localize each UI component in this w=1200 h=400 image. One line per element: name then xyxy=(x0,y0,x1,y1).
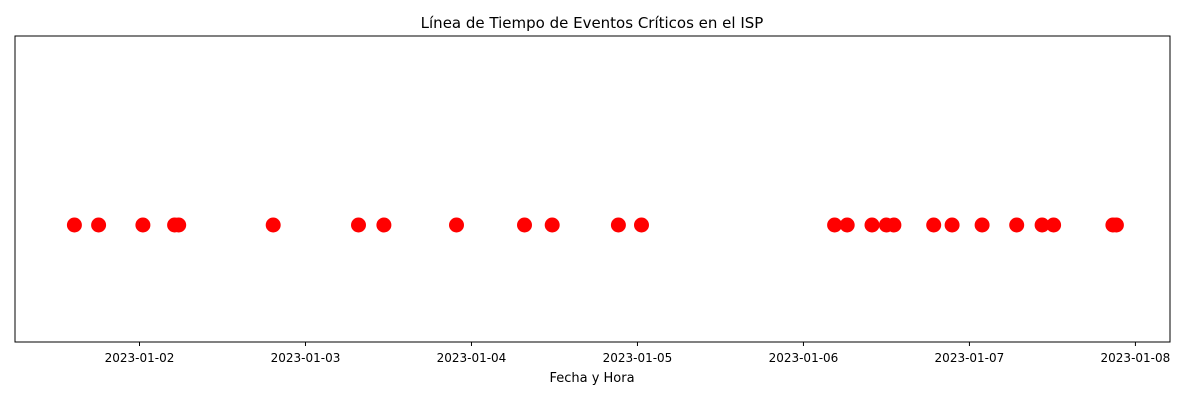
x-tick-label: 2023-01-06 xyxy=(769,351,839,365)
event-point xyxy=(926,217,942,233)
event-point xyxy=(839,217,855,233)
x-tick-label: 2023-01-05 xyxy=(603,351,673,365)
event-point xyxy=(171,217,187,233)
event-point xyxy=(634,217,649,233)
plot-frame xyxy=(14,35,1171,343)
x-tick-label: 2023-01-07 xyxy=(935,351,1005,365)
event-point xyxy=(376,217,392,233)
event-point xyxy=(66,217,82,233)
event-point xyxy=(135,217,151,233)
x-tick-label: 2023-01-03 xyxy=(271,351,341,365)
x-tick-label: 2023-01-08 xyxy=(1101,351,1171,365)
event-point xyxy=(864,217,880,233)
event-point xyxy=(544,217,560,233)
x-tick-label: 2023-01-02 xyxy=(105,351,175,365)
event-point xyxy=(974,217,990,233)
data-points xyxy=(66,217,1124,233)
event-point xyxy=(1009,217,1025,233)
event-point xyxy=(1108,217,1124,233)
x-axis-label: Fecha y Hora xyxy=(549,371,634,386)
x-axis-ticks: 2023-01-02 2023-01-03 2023-01-04 2023-01-05… xyxy=(105,342,1171,365)
event-point xyxy=(351,217,366,233)
event-point xyxy=(517,217,532,233)
event-point xyxy=(265,217,281,233)
event-point xyxy=(827,217,843,233)
chart-title: Línea de Tiempo de Eventos Críticos en e… xyxy=(421,14,764,32)
event-point xyxy=(610,217,626,233)
event-point xyxy=(944,217,960,233)
event-point xyxy=(449,217,464,233)
x-tick-label: 2023-01-04 xyxy=(437,351,507,365)
event-point xyxy=(1046,217,1062,233)
event-point xyxy=(1034,217,1050,233)
event-point xyxy=(91,217,107,233)
event-point xyxy=(886,217,902,233)
